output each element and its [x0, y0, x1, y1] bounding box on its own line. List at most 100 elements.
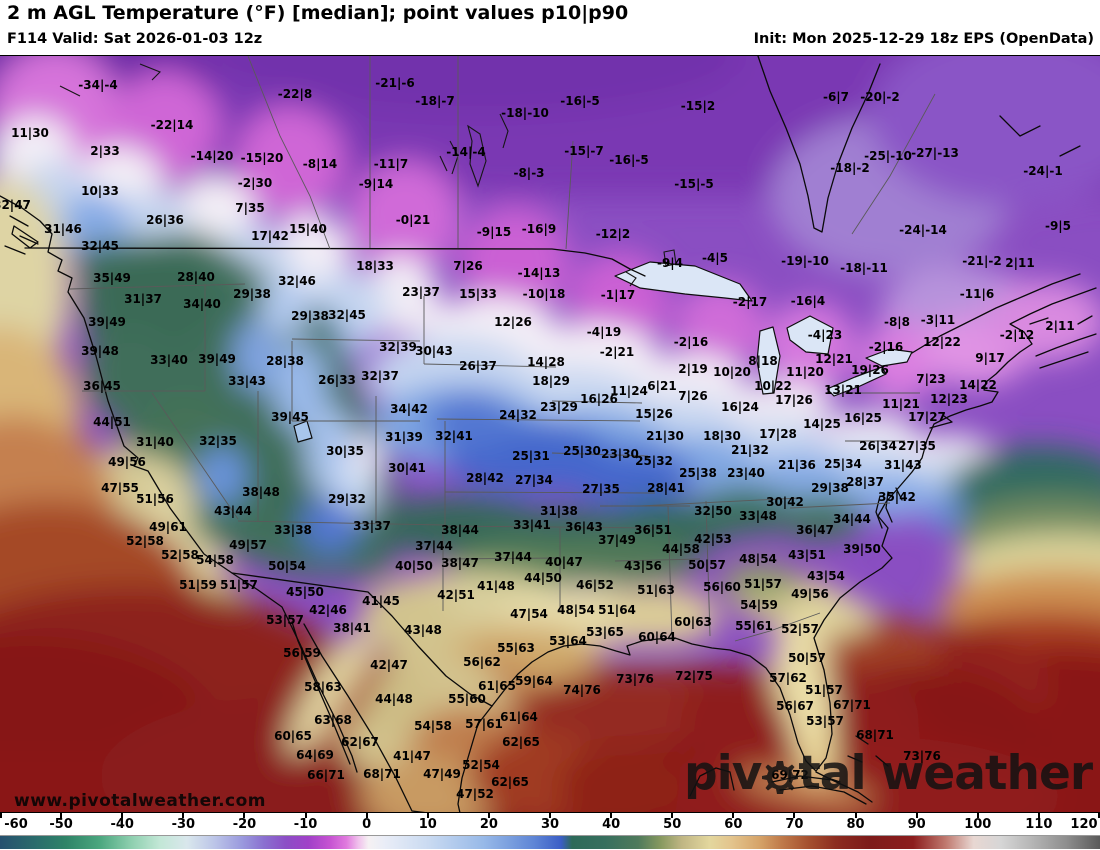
point-value: 25|32	[635, 454, 673, 468]
scale-tick-label: -60	[4, 817, 28, 832]
point-value: -15|-7	[564, 144, 604, 158]
point-value: 42|53	[694, 532, 732, 546]
point-value: 9|17	[975, 351, 1005, 365]
point-value: 26|36	[146, 213, 184, 227]
point-value: 50|57	[688, 558, 726, 572]
point-value: 42|46	[309, 603, 347, 617]
point-value: 11|20	[786, 365, 824, 379]
scale-tick	[1098, 813, 1100, 818]
point-value: 21|36	[778, 458, 816, 472]
point-value: 50|54	[268, 559, 306, 573]
site-watermark: www.pivotalweather.com	[14, 791, 267, 811]
point-value: -3|11	[920, 313, 956, 327]
map-title: 2 m AGL Temperature (°F) [median]; point…	[7, 2, 629, 24]
scale-tick	[426, 813, 429, 818]
point-value: 33|48	[739, 509, 777, 523]
point-value: -18|-10	[501, 106, 549, 120]
brand-prefix: piv	[683, 746, 762, 801]
point-value: -9|15	[476, 225, 512, 239]
scale-tick-label: 10	[418, 817, 437, 832]
point-value: 19|26	[851, 363, 889, 377]
point-value: 21|30	[646, 429, 684, 443]
point-value: 12|22	[923, 335, 961, 349]
point-value: -18|-7	[415, 94, 455, 108]
brand-suffix: tal weather	[798, 746, 1093, 801]
point-value: -2|30	[237, 176, 273, 190]
point-value: 29|38	[291, 309, 329, 323]
point-value: 36|47	[796, 523, 834, 537]
point-value: 49|56	[108, 455, 146, 469]
scale-tick-label: 60	[724, 817, 743, 832]
scale-tick-label: 70	[785, 817, 804, 832]
point-value: 39|45	[271, 410, 309, 424]
point-value: 60|64	[638, 630, 676, 644]
point-value: 39|49	[198, 352, 236, 366]
point-value: 18|33	[356, 259, 394, 273]
point-value: 14|28	[527, 355, 565, 369]
point-value: 54|59	[740, 598, 778, 612]
point-value: 55|61	[735, 619, 773, 633]
point-value: -14|20	[190, 149, 234, 163]
point-value: 52|58	[161, 548, 199, 562]
point-value: -15|2	[680, 99, 716, 113]
point-value: 45|50	[286, 585, 324, 599]
scale-tick-label: 20	[479, 817, 498, 832]
point-value: 43|54	[807, 569, 845, 583]
point-value: 63|68	[314, 713, 352, 727]
point-value: -24|-14	[899, 223, 947, 237]
point-value: 13|21	[824, 383, 862, 397]
point-value: 31|37	[124, 292, 162, 306]
point-value: 33|41	[513, 518, 551, 532]
point-value: 68|71	[856, 728, 894, 742]
point-value: -2|16	[868, 340, 904, 354]
point-value: 10|20	[713, 365, 751, 379]
point-value: 11|30	[11, 126, 49, 140]
point-value: -0|21	[395, 213, 431, 227]
point-value: 28|41	[647, 481, 685, 495]
point-value: -12|2	[595, 227, 631, 241]
point-value: 44|58	[662, 542, 700, 556]
point-value: -19|-10	[781, 254, 829, 268]
point-value: -8|-3	[513, 166, 545, 180]
point-value: 10|22	[754, 379, 792, 393]
point-value: 56|59	[283, 646, 321, 660]
point-value: 31|46	[44, 222, 82, 236]
point-value: 23|30	[601, 447, 639, 461]
point-value: 27|34	[515, 473, 553, 487]
point-value: 25|30	[563, 444, 601, 458]
point-value: 12|26	[494, 315, 532, 329]
point-value: -21|-6	[375, 76, 415, 90]
point-value: 62|65	[502, 735, 540, 749]
scale-tick-label: 120	[1070, 817, 1098, 832]
point-value: 7|26	[678, 389, 708, 403]
point-value: 36|43	[565, 520, 603, 534]
point-value: 72|75	[675, 669, 713, 683]
point-value: 51|57	[220, 578, 258, 592]
point-value: 52|57	[781, 622, 819, 636]
scale-tick	[1037, 813, 1040, 818]
point-value: 30|42	[766, 495, 804, 509]
point-value: 7|23	[916, 372, 946, 386]
scale-tick-label: 50	[663, 817, 682, 832]
point-value: 48|54	[739, 552, 777, 566]
point-value: 14|25	[803, 417, 841, 431]
point-value: 74|76	[563, 683, 601, 697]
point-value: 28|42	[466, 471, 504, 485]
point-value: 44|51	[93, 415, 131, 429]
point-value: 44|50	[524, 571, 562, 585]
point-value: 61|65	[478, 679, 516, 693]
point-value: 32|45	[328, 308, 366, 322]
point-value: 51|59	[179, 578, 217, 592]
point-value: 25|34	[824, 457, 862, 471]
point-value: -9|14	[358, 177, 394, 191]
scale-tick	[976, 813, 979, 818]
point-value: 38|48	[242, 485, 280, 499]
point-value: -4|23	[807, 328, 843, 342]
point-value: 66|71	[307, 768, 345, 782]
point-value: 31|40	[136, 435, 174, 449]
point-value: -34|-4	[78, 78, 118, 92]
point-value: 14|22	[959, 378, 997, 392]
point-value: 49|57	[229, 538, 267, 552]
scale-tick	[0, 813, 2, 818]
point-value: 16|25	[844, 411, 882, 425]
